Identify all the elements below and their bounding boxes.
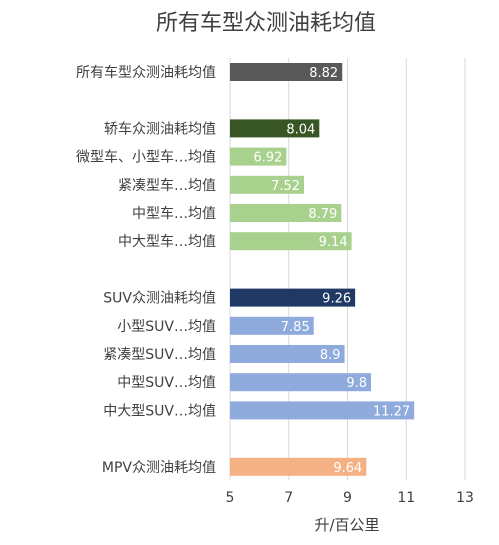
category-label: 所有车型众测油耗均值 <box>76 64 216 81</box>
category-label: 紧凑型SUV…均值 <box>103 346 216 363</box>
x-tick-label: 9 <box>343 490 352 506</box>
bar-value-label: 9.8 <box>346 376 367 391</box>
bar <box>230 345 345 363</box>
category-label: 紧凑型车…均值 <box>118 177 216 194</box>
chart-title: 所有车型众测油耗均值 <box>156 11 376 36</box>
category-label: 轿车众测油耗均值 <box>104 120 216 137</box>
bar-value-label: 8.9 <box>320 348 341 363</box>
bar-value-label: 8.04 <box>286 122 315 137</box>
bar <box>230 204 342 222</box>
category-labels: 所有车型众测油耗均值轿车众测油耗均值微型车、小型车…均值紧凑型车…均值中型车…均… <box>76 64 216 476</box>
bar <box>230 457 367 476</box>
bar-value-label: 8.82 <box>309 66 338 81</box>
bar <box>230 119 320 138</box>
bar-value-label: 9.26 <box>322 292 351 307</box>
bar-value-label: 9.64 <box>333 461 362 476</box>
bar-value-label: 7.85 <box>281 320 310 335</box>
bar <box>230 63 343 81</box>
bar <box>230 401 415 420</box>
bar-value-label: 9.14 <box>319 235 348 250</box>
bar-value-label: 8.79 <box>308 207 337 222</box>
bar <box>230 175 305 194</box>
x-tick-label: 13 <box>456 490 474 506</box>
category-label: 中大型车…均值 <box>118 233 216 250</box>
category-label: SUV众测油耗均值 <box>103 291 216 307</box>
bar <box>230 232 352 251</box>
x-tick-label: 11 <box>397 490 415 506</box>
category-label: 中大型SUV…均值 <box>103 403 216 419</box>
x-axis-title: 升/百公里 <box>314 516 379 534</box>
bar <box>230 288 356 307</box>
category-label: 中型SUV…均值 <box>117 375 216 391</box>
bar <box>230 147 287 166</box>
category-label: 微型车、小型车…均值 <box>76 149 216 166</box>
category-label: MPV众测油耗均值 <box>102 460 216 476</box>
bar-value-label: 6.92 <box>253 151 282 166</box>
x-tick-label: 5 <box>226 490 235 506</box>
bar-value-label: 7.52 <box>271 179 300 194</box>
x-axis-ticks: 5 7 9 11 13 <box>226 490 474 506</box>
category-label: 小型SUV…均值 <box>117 319 216 335</box>
bar <box>230 316 314 335</box>
bar-value-label: 11.27 <box>373 404 410 419</box>
bar <box>230 373 371 392</box>
bars: 8.82 8.04 6.92 7.52 8.79 9.14 9.26 7.85 8.9 9.8 11… <box>230 63 415 476</box>
category-label: 中型车…均值 <box>132 205 216 222</box>
x-tick-label: 7 <box>284 490 293 506</box>
